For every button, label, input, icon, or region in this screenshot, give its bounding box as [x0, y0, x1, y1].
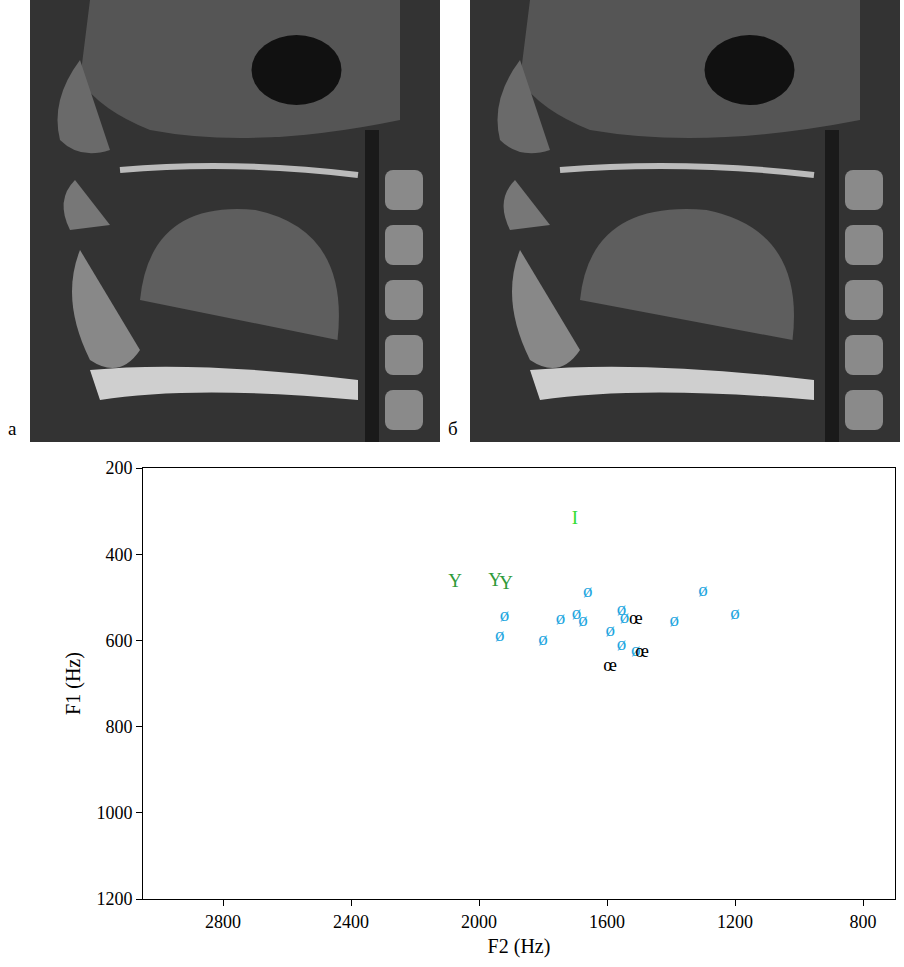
- svg-text:ø: ø: [730, 602, 740, 623]
- svg-text:2000: 2000: [461, 912, 497, 932]
- html-text:а: а: [8, 418, 17, 439]
- svg-text:1200: 1200: [96, 889, 132, 909]
- svg-text:ø: ø: [631, 639, 641, 660]
- svg-text:ø: ø: [578, 609, 588, 630]
- svg-text:F1 (Hz): F1 (Hz): [62, 652, 85, 715]
- svg-text:800: 800: [105, 717, 132, 737]
- svg-text:ø: ø: [617, 633, 627, 654]
- svg-text:ø: ø: [572, 602, 582, 623]
- svg-text:œ: œ: [635, 640, 649, 661]
- svg-text:200: 200: [105, 458, 132, 478]
- svg-text:2400: 2400: [333, 912, 369, 932]
- svg-text:ø: ø: [583, 580, 593, 601]
- svg-text:1000: 1000: [96, 803, 132, 823]
- svg-text:600: 600: [105, 631, 132, 651]
- svg-text:Y: Y: [499, 572, 513, 593]
- svg-text:ø: ø: [556, 607, 566, 628]
- svg-text:ø: ø: [605, 619, 615, 640]
- svg-text:800: 800: [850, 912, 877, 932]
- svg-text:ø: ø: [617, 598, 627, 619]
- svg-text:400: 400: [105, 545, 132, 565]
- svg-text:œ: œ: [629, 607, 643, 628]
- svg-text:ø: ø: [698, 579, 708, 600]
- svg-text:I: I: [572, 507, 578, 528]
- svg-text:1600: 1600: [589, 912, 625, 932]
- svg-text:ø: ø: [495, 624, 505, 645]
- svg-text:1200: 1200: [717, 912, 753, 932]
- svg-text:Y: Y: [448, 570, 462, 591]
- svg-text:œ: œ: [603, 654, 617, 675]
- svg-text:Y: Y: [488, 569, 502, 590]
- svg-text:ø: ø: [500, 604, 510, 625]
- svg-text:ø: ø: [620, 606, 630, 627]
- svg-text:2800: 2800: [205, 912, 241, 932]
- svg-text:ø: ø: [538, 628, 548, 649]
- svg-text:ø: ø: [669, 609, 679, 630]
- svg-text:F2 (Hz): F2 (Hz): [488, 935, 551, 958]
- html-text:б: б: [448, 418, 458, 439]
